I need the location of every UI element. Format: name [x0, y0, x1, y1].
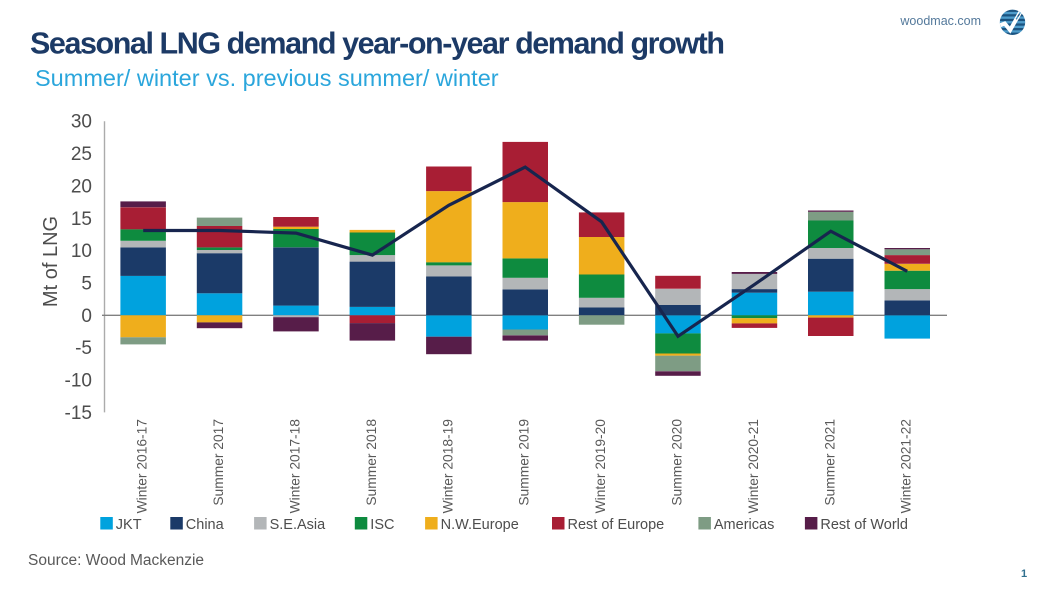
- svg-text:20: 20: [71, 176, 92, 197]
- svg-text:5: 5: [81, 273, 92, 294]
- svg-text:0: 0: [81, 306, 92, 327]
- svg-text:10: 10: [71, 241, 92, 262]
- svg-text:S.E.Asia: S.E.Asia: [270, 517, 327, 533]
- svg-text:-15: -15: [65, 403, 92, 424]
- svg-text:Summer/ winter vs. previous su: Summer/ winter vs. previous summer/ wint…: [35, 65, 499, 91]
- svg-text:25: 25: [71, 144, 92, 165]
- svg-text:Rest of Europe: Rest of Europe: [568, 517, 665, 533]
- svg-text:Winter 2019-20: Winter 2019-20: [593, 419, 608, 514]
- svg-text:Americas: Americas: [714, 517, 774, 533]
- svg-text:Summer 2018: Summer 2018: [364, 419, 379, 506]
- svg-text:Winter 2018-19: Winter 2018-19: [440, 419, 455, 514]
- svg-text:Summer 2019: Summer 2019: [517, 419, 532, 506]
- svg-text:N.W.Europe: N.W.Europe: [441, 517, 519, 533]
- svg-text:Mt of LNG: Mt of LNG: [40, 216, 62, 307]
- svg-text:Winter 2020-21: Winter 2020-21: [746, 419, 761, 513]
- svg-text:15: 15: [71, 209, 92, 230]
- svg-text:China: China: [186, 517, 225, 533]
- svg-text:-10: -10: [65, 371, 92, 392]
- svg-text:Winter 2017-18: Winter 2017-18: [288, 419, 303, 514]
- svg-text:-5: -5: [75, 338, 92, 359]
- svg-text:Winter 2016-17: Winter 2016-17: [135, 419, 150, 513]
- svg-text:Summer 2021: Summer 2021: [822, 419, 837, 506]
- svg-text:Winter 2021-22: Winter 2021-22: [899, 419, 914, 513]
- svg-text:1: 1: [1021, 568, 1027, 580]
- svg-text:Summer 2020: Summer 2020: [670, 419, 685, 506]
- svg-text:ISC: ISC: [370, 517, 394, 533]
- svg-text:JKT: JKT: [116, 517, 142, 533]
- svg-text:30: 30: [71, 112, 92, 133]
- svg-text:Seasonal LNG demand year-on-ye: Seasonal LNG demand year-on-year demand …: [30, 27, 725, 61]
- svg-text:Summer 2017: Summer 2017: [211, 419, 226, 506]
- svg-text:Rest of World: Rest of World: [820, 517, 908, 533]
- svg-text:woodmac.com: woodmac.com: [899, 14, 981, 28]
